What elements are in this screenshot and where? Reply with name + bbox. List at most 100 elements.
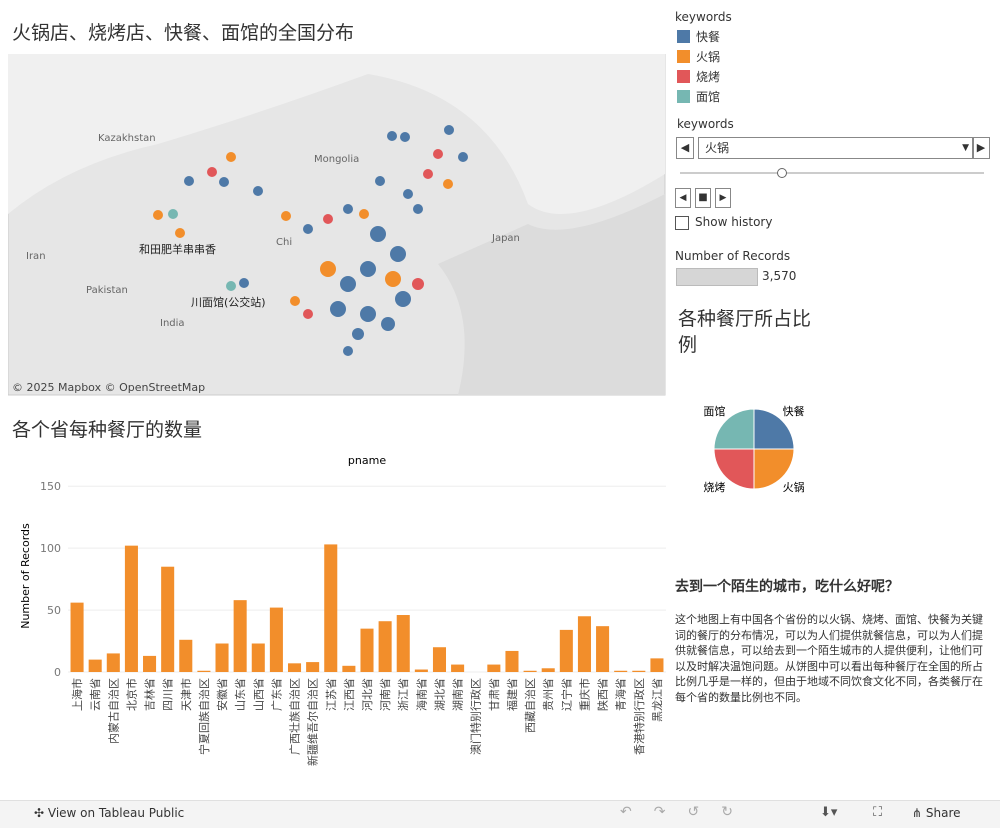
records-value: 3,570 [762,269,797,283]
map-credit: © 2025 Mapbox © OpenStreetMap [12,381,205,394]
y-tick-label: 150 [40,480,61,493]
bar [523,670,537,672]
bar [432,647,447,672]
play-back[interactable]: ◀ [675,188,691,208]
story-body: 这个地图上有中国各个省份的以火锅、烧烤、面馆、快餐为关键词的餐厅的分布情况，可以… [675,613,983,704]
download-button[interactable]: ⬇▾ [820,805,838,820]
x-tick-label: 广西壮族自治区 [288,678,302,755]
x-tick-label: 宁夏回族自治区 [197,678,211,755]
history-label: Show history [695,215,773,229]
legend-item[interactable]: 面馆 [677,88,720,108]
bar [179,639,193,672]
bar [541,668,555,672]
history-checkbox[interactable] [675,216,689,230]
map[interactable]: Kazakhstan Mongolia Iran Pakistan India … [8,54,666,396]
play-stop[interactable]: ■ [695,188,711,208]
x-tick-label: 湖南省 [452,678,465,711]
map-title: 火锅店、烧烤店、快餐、面馆的全国分布 [12,22,355,44]
x-tick-label: 黑龙江省 [651,678,664,722]
share-button[interactable]: ⋔ Share [912,806,961,820]
x-tick-label: 内蒙古自治区 [106,678,120,744]
slider-track [680,172,984,174]
toolbar: ✣ View on Tableau Public ↶↷↺↻ ⬇▾ ⛶ ⋔ Sha… [0,800,1000,828]
pie-label: 烧烤 [703,480,725,494]
bar [88,659,102,672]
bar [505,650,519,672]
y-axis-title: Number of Records [19,523,32,629]
filter-title: keywords [677,117,734,131]
sea [438,194,665,395]
x-tick-label: 甘肃省 [488,678,501,711]
map-label: Chi [276,237,292,248]
prev-button[interactable]: ◀ [676,137,694,159]
legend-swatch [677,50,690,63]
share-text: Share [925,806,961,820]
play-forward[interactable]: ▶ [715,188,731,208]
legend-item[interactable]: 烧烤 [677,68,720,88]
bar [614,670,628,672]
bar [269,607,283,672]
view-link[interactable]: ✣ View on Tableau Public [34,806,185,820]
x-tick-label: 河北省 [361,678,374,711]
legend-title: keywords [675,10,732,24]
x-tick-label: 新疆维吾尔自治区 [306,678,320,766]
dropdown-value: 火锅 [705,141,730,155]
bar [342,665,356,672]
map-points [153,125,468,356]
legend-label: 火锅 [696,50,721,64]
bar [306,662,320,672]
bar [287,663,302,672]
pie-slice [713,408,755,450]
legend-swatch [677,70,690,83]
view-text: View on Tableau Public [47,806,185,820]
bar [451,664,465,672]
bar [487,664,501,672]
fullscreen-button[interactable]: ⛶ [873,805,883,820]
map-annotation: 川面馆(公交站) [191,295,266,309]
records-title: Number of Records [675,249,791,263]
x-tick-label: 上海市 [70,678,84,711]
bar-title: 各个省每种餐厅的数量 [12,419,203,441]
x-tick-label: 贵州省 [542,678,555,711]
y-tick-label: 50 [47,604,61,617]
x-tick-label: 湖北省 [433,678,446,711]
x-tick-label: 海南省 [414,678,428,711]
bar [161,566,175,672]
x-tick-label: 天津市 [179,678,193,711]
dropdown[interactable]: 火锅 ▼ [698,137,974,159]
map-label: Iran [26,251,46,262]
x-tick-label: 北京市 [124,678,138,711]
bar [106,653,120,672]
bar [251,643,265,672]
y-tick-label: 100 [40,542,61,555]
bar [143,655,157,672]
bar-chart: pname Number of Records 0 50 100 150 上海市 云南省 内蒙古… [19,454,666,766]
bar [215,643,229,672]
bar [360,628,374,672]
map-label: India [160,318,185,329]
map-label: Kazakhstan [98,133,156,144]
bar [577,616,591,672]
x-tick-label: 澳门特别行政区 [469,678,483,755]
map-annotation: 和田肥羊串串香 [139,242,216,256]
x-tick-label: 重庆市 [577,678,591,711]
legend-label: 面馆 [696,90,721,104]
legend-item[interactable]: 快餐 [677,28,720,48]
x-tick-label: 河南省 [379,678,392,711]
x-tick-label: 山东省 [234,678,247,711]
x-axis-title: pname [348,454,386,467]
bar [70,602,84,672]
legend-label: 快餐 [696,30,721,44]
bar [596,626,610,672]
pie-title: 各种餐厅所占比例 [678,308,812,356]
bar [324,544,338,672]
legend-item[interactable]: 火锅 [677,48,720,68]
bar [559,629,573,672]
bar [124,545,138,672]
x-tick-label: 广东省 [270,678,283,711]
bar [650,658,664,672]
pie-slice [753,408,795,450]
next-button[interactable]: ▶ [972,137,990,159]
slider-thumb[interactable] [777,168,787,178]
